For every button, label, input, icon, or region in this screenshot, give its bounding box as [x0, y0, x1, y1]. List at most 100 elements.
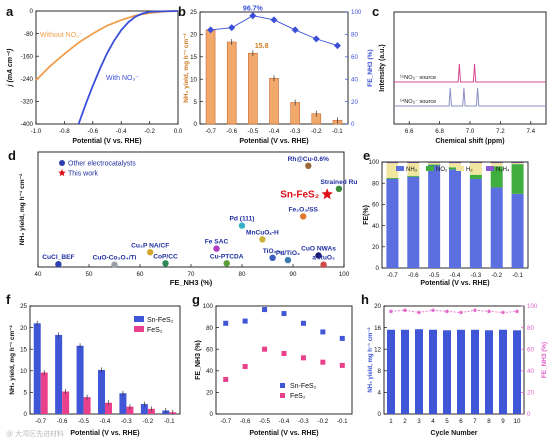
panel-b-y-tick-label: 10: [190, 76, 197, 83]
panel-h-y2-tick-label: 40: [527, 368, 534, 375]
panel-c-point: [223, 260, 230, 267]
panel-letter-f: f: [6, 292, 11, 307]
panel-f-x-tick-label: -0.2: [143, 418, 154, 425]
panel-h-bar: [485, 330, 493, 414]
panel-b-bar: [248, 52, 258, 125]
panel-c-point-label: CuO NWAs: [301, 246, 336, 253]
panel-a-x-tick-label: -0.6: [87, 128, 98, 135]
panel-g-y-tick-label: 100: [203, 303, 214, 310]
watermark-text: @ 大湾区先进材料: [6, 429, 64, 438]
panel-b-fe-point: [333, 42, 341, 50]
panel-b-fe-point: [249, 12, 257, 20]
panel-g-y-tick-label: 60: [206, 346, 213, 353]
panel-g-x-tick-label: -0.3: [298, 418, 309, 425]
panel-b-x-tick-label: -0.3: [290, 128, 301, 135]
panel-b-fe-point: [312, 35, 320, 43]
panel-h-fe-point: [458, 309, 464, 315]
panel-c-point: [305, 162, 312, 169]
panel-b-fe-point: [291, 26, 299, 34]
panel-h-y2-tick-label: 0: [527, 411, 531, 418]
panel-f-bar-1: [40, 372, 48, 414]
panel-h-bar: [387, 329, 395, 414]
panel-d-xlabel: Chemical shift (ppm): [435, 138, 504, 145]
panel-e-legend-swatch: [486, 166, 494, 171]
panel-g-y-tick-label: 40: [206, 368, 213, 375]
panel-e-bar-segment-0: [449, 169, 461, 268]
panel-b-xlabel: Potential (V vs. RHE): [239, 138, 308, 145]
panel-h-fe-point: [388, 308, 394, 314]
panel-c-point: [300, 213, 307, 220]
panel-h-fe-point: [500, 309, 506, 315]
panel-d-spectrum-0: [394, 63, 546, 83]
panel-g-x-tick-label: -0.2: [318, 418, 329, 425]
panel-h-y-tick-label: 12: [374, 346, 381, 353]
panel-e-legend-swatch: [396, 166, 404, 171]
panel-g-x-tick-label: -0.1: [337, 418, 348, 425]
panel-a-x-tick-label: -0.2: [144, 128, 155, 135]
panel-c-point: [147, 249, 154, 256]
panel-c-ylabel: NH₃ yield, mg h⁻¹ cm⁻²: [19, 173, 26, 245]
panel-e-bar-segment-3: [386, 162, 399, 164]
panel-e-x-tick-label: -0.3: [471, 272, 482, 279]
panel-d-x-tick-label: 7.4: [526, 128, 535, 135]
panel-e-bar-segment-3: [449, 162, 461, 164]
panel-g-point-0: [242, 318, 248, 324]
panel-b-fe-point: [228, 24, 236, 32]
panel-d-series-label-1: ¹⁴NO₃⁻ source: [400, 98, 436, 105]
panel-c-this-work-star: [321, 188, 333, 200]
panel-h-y-tick-label: 0: [378, 411, 382, 418]
panel-f-bar-0: [98, 369, 105, 414]
panel-g-point-1: [339, 362, 345, 368]
panel-c-point-label: Cu₃P NA/CF: [131, 242, 169, 249]
panel-g-legend-label: FeS₂: [290, 393, 306, 400]
panel-b-fe-point: [207, 26, 215, 34]
panel-e-bar-segment-3: [511, 162, 524, 164]
panel-e-bar-segment-0: [407, 176, 420, 268]
panel-g-point-0: [300, 320, 306, 326]
panel-c-x-tick-label: 100: [339, 271, 350, 278]
panel-e-bar-segment-0: [428, 165, 441, 268]
panel-a-x-tick-label: -0.8: [59, 128, 70, 135]
panel-h-y-tick-label: 4: [378, 390, 382, 397]
panel-g-y-tick-label: 80: [206, 325, 213, 332]
panel-b-y2-tick-label: 100: [351, 9, 362, 16]
panel-letter-g: g: [192, 292, 200, 307]
panel-g-x-tick-label: -0.5: [259, 418, 270, 425]
panel-h-ylabel-right: FE_NH3 (%): [541, 342, 548, 378]
panel-g-point-0: [339, 335, 345, 341]
panel-c-point-label: CoP/CC: [153, 253, 178, 260]
panel-a-legend-without: Without NO₃⁻: [40, 32, 83, 39]
panel-b-x-tick-label: -0.1: [332, 128, 343, 135]
panel-g-frame: [215, 305, 353, 415]
panel-e-bar-segment-3: [407, 162, 420, 164]
panel-a-xlabel: Potential (V vs. RHE): [72, 138, 141, 145]
panel-e-bar-segment-1: [449, 167, 461, 170]
panel-g-legend-marker: [280, 383, 285, 388]
panel-a-series-line-1: [77, 10, 179, 125]
panel-b-fe-point: [270, 16, 278, 24]
panel-a-series-line-0: [35, 10, 179, 81]
panel-h-fe-point: [430, 307, 436, 313]
panel-b-x-tick-label: -0.7: [205, 128, 216, 135]
panel-e-y-tick-label: 0: [376, 265, 380, 272]
panel-c-point: [238, 222, 246, 229]
panel-g-x-tick-label: -0.4: [279, 418, 290, 425]
panel-b-y-tick-label: 20: [190, 32, 197, 39]
panel-h-x-tick-label: 4: [431, 418, 435, 425]
panel-c-point: [162, 260, 169, 267]
panel-h-y-tick-label: 8: [378, 368, 382, 375]
panel-h-bar: [415, 329, 423, 414]
panel-c-x-tick-label: 60: [137, 271, 144, 278]
panel-a-y-tick-label: -160: [21, 53, 34, 60]
panel-e-bar-segment-2: [407, 163, 420, 176]
panel-c-point: [315, 252, 322, 259]
panel-c-legend-other: Other electrocatalysts: [68, 161, 136, 168]
panel-e-bar-segment-1: [407, 175, 420, 177]
panel-a-x-tick-label: -1.0: [31, 128, 42, 135]
panel-h-y2-tick-label: 20: [527, 390, 534, 397]
panel-h-bar: [471, 329, 479, 414]
panel-d-frame: [393, 11, 547, 125]
panel-h-fe-point: [416, 309, 422, 315]
panel-letter-h: h: [361, 292, 369, 307]
panel-g-point-1: [242, 363, 248, 369]
